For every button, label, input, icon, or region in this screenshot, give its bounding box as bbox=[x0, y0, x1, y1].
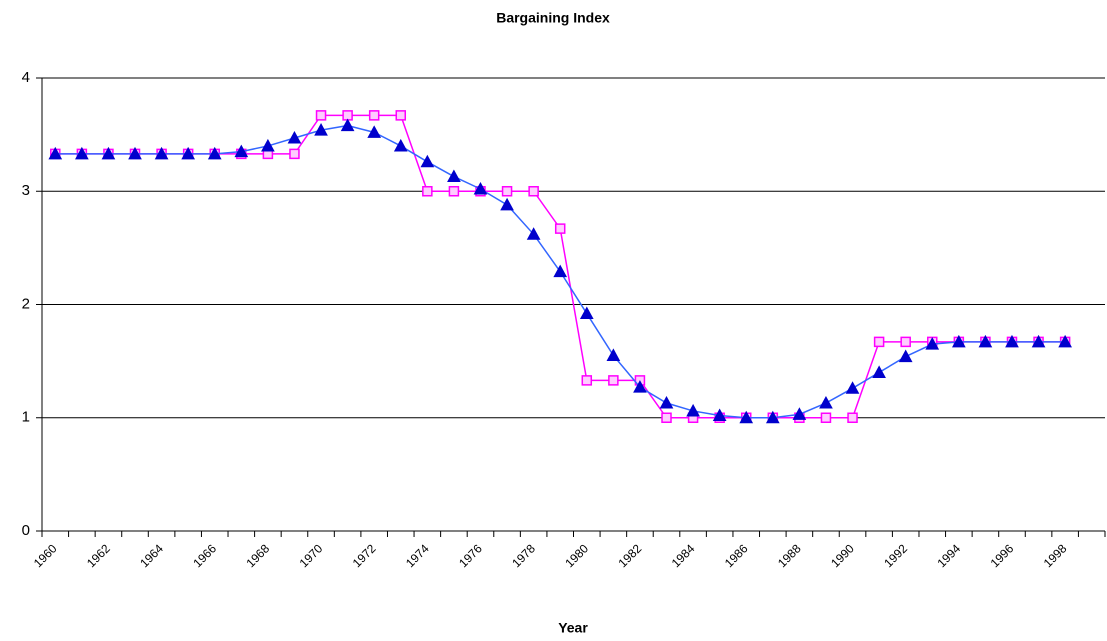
point-marker bbox=[553, 264, 568, 278]
point-marker bbox=[1058, 334, 1072, 348]
x-axis-label: Year bbox=[558, 620, 588, 636]
x-tick-label: 1962 bbox=[84, 541, 113, 570]
x-tick-label: 1976 bbox=[456, 541, 485, 570]
x-tick-label: 1960 bbox=[31, 541, 60, 570]
x-tick-label: 1982 bbox=[616, 541, 645, 570]
point-marker bbox=[154, 146, 169, 160]
point-marker bbox=[925, 337, 940, 350]
point-marker bbox=[978, 334, 993, 348]
point-marker bbox=[872, 365, 886, 378]
point-marker bbox=[765, 410, 780, 424]
y-tick-label: 2 bbox=[22, 295, 30, 312]
point-marker bbox=[579, 306, 594, 320]
point-marker bbox=[900, 336, 911, 348]
point-marker bbox=[75, 146, 89, 160]
point-marker bbox=[633, 380, 647, 393]
y-tick-label: 0 bbox=[22, 522, 30, 539]
point-marker bbox=[315, 110, 327, 121]
point-marker bbox=[500, 197, 514, 211]
point-marker bbox=[712, 408, 727, 421]
point-marker bbox=[367, 125, 382, 138]
point-marker bbox=[448, 186, 460, 197]
point-marker bbox=[581, 375, 593, 386]
point-marker bbox=[606, 348, 621, 361]
point-marker bbox=[739, 410, 754, 424]
point-marker bbox=[340, 118, 355, 132]
point-marker bbox=[395, 110, 407, 121]
point-marker bbox=[422, 186, 433, 197]
point-marker bbox=[820, 412, 832, 423]
chart-title: Bargaining Index bbox=[496, 10, 610, 26]
point-marker bbox=[661, 412, 672, 423]
x-tick-label: 1978 bbox=[509, 541, 538, 570]
x-tick-label: 1980 bbox=[562, 541, 591, 570]
point-marker bbox=[447, 169, 461, 183]
point-marker bbox=[287, 130, 302, 144]
x-tick-label: 1998 bbox=[1041, 541, 1070, 570]
point-marker bbox=[686, 403, 700, 417]
point-marker bbox=[792, 407, 807, 420]
x-tick-label: 1988 bbox=[775, 541, 804, 570]
x-tick-label: 1984 bbox=[669, 541, 698, 570]
x-tick-label: 1968 bbox=[243, 541, 272, 570]
point-marker bbox=[1031, 334, 1046, 348]
point-marker bbox=[181, 146, 196, 160]
point-marker bbox=[1005, 334, 1019, 348]
x-tick-label: 1966 bbox=[190, 541, 219, 570]
x-tick-label: 1964 bbox=[137, 541, 166, 570]
x-tick-label: 1974 bbox=[403, 541, 432, 570]
point-marker bbox=[951, 334, 966, 348]
point-marker bbox=[528, 186, 539, 197]
point-marker bbox=[845, 381, 860, 394]
y-tick-label: 3 bbox=[22, 182, 30, 199]
point-marker bbox=[368, 110, 380, 121]
point-marker bbox=[873, 336, 885, 348]
x-tick-label: 1986 bbox=[722, 541, 751, 570]
point-marker bbox=[847, 412, 858, 423]
point-marker bbox=[473, 181, 488, 195]
point-marker bbox=[526, 227, 541, 240]
point-marker bbox=[261, 138, 275, 152]
x-tick-label: 1990 bbox=[828, 541, 857, 570]
x-tick-label: 1970 bbox=[297, 541, 326, 570]
point-marker bbox=[393, 138, 408, 152]
point-marker bbox=[48, 146, 63, 160]
y-tick-label: 4 bbox=[22, 69, 30, 86]
point-marker bbox=[554, 223, 566, 234]
x-tick-label: 1994 bbox=[934, 541, 963, 570]
point-marker bbox=[314, 123, 328, 136]
point-marker bbox=[234, 144, 249, 158]
point-marker bbox=[420, 154, 435, 168]
point-marker bbox=[101, 146, 116, 160]
point-marker bbox=[819, 395, 833, 409]
point-marker bbox=[128, 146, 142, 160]
point-marker bbox=[898, 349, 913, 363]
point-marker bbox=[207, 146, 222, 160]
point-marker bbox=[289, 148, 300, 160]
x-tick-label: 1992 bbox=[881, 541, 910, 570]
point-marker bbox=[659, 395, 674, 409]
point-marker bbox=[608, 375, 619, 386]
y-tick-label: 1 bbox=[22, 409, 30, 426]
point-marker bbox=[501, 186, 513, 197]
x-tick-label: 1972 bbox=[350, 541, 379, 570]
x-tick-label: 1996 bbox=[988, 541, 1017, 570]
